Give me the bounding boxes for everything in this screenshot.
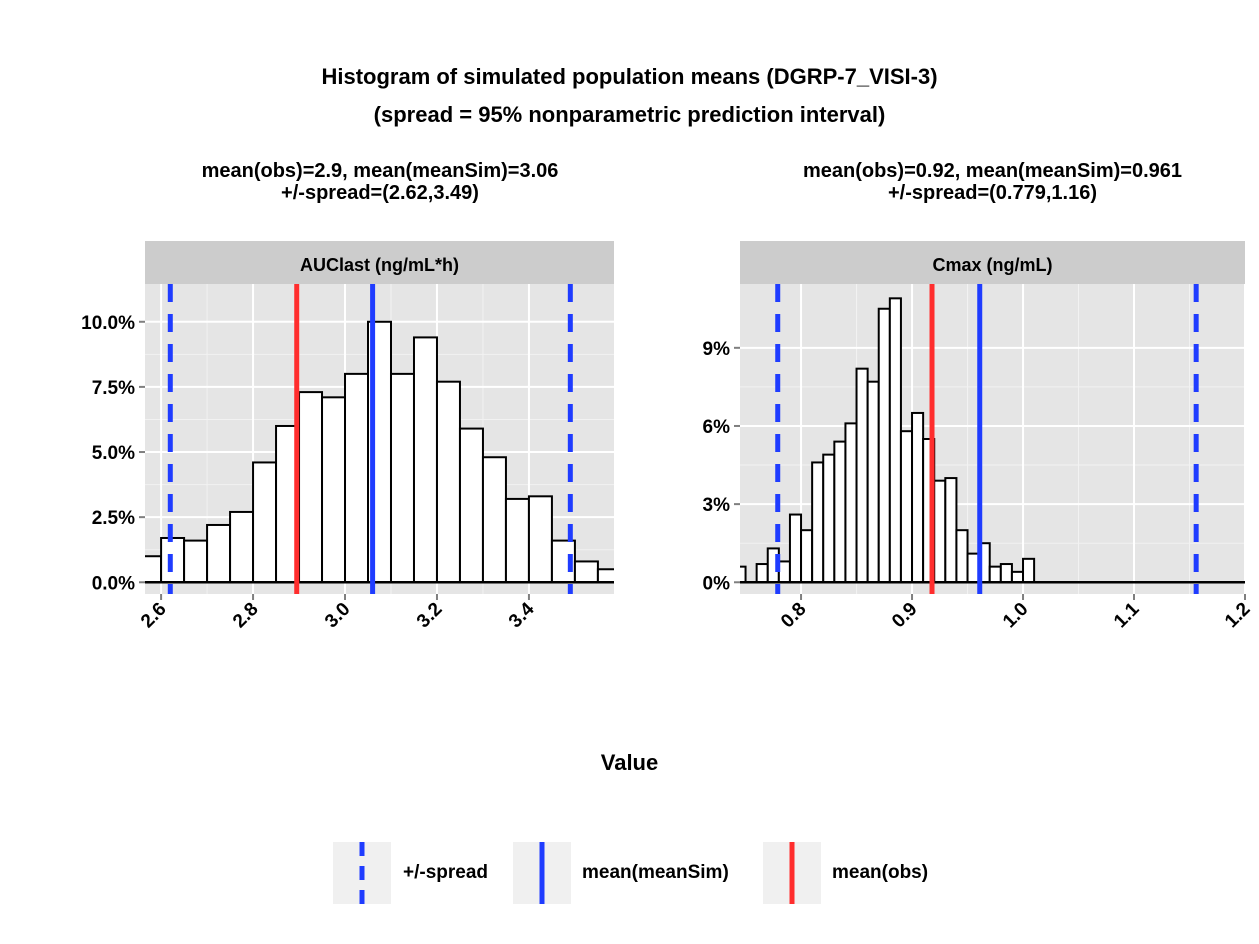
panel1-histogram-bar bbox=[145, 555, 163, 584]
panel1-x-tick-label: 2.8 bbox=[229, 599, 263, 633]
chart-title: Histogram of simulated population means … bbox=[321, 64, 938, 89]
panel2-y-tick-label: 9% bbox=[703, 339, 731, 360]
panel1-histogram-bar bbox=[527, 495, 553, 584]
panel2-histogram-bar bbox=[866, 380, 880, 584]
panel1-histogram-bar bbox=[389, 372, 415, 584]
panel1-y-tick-label: 7.5% bbox=[92, 378, 135, 399]
panel1-histogram-bar bbox=[321, 396, 347, 584]
panel2-x-tick-label: 1.2 bbox=[1221, 599, 1255, 633]
panel1-histogram-bar bbox=[481, 456, 507, 584]
panel2-x-tick-label: 1.0 bbox=[999, 599, 1033, 633]
panel2-histogram-bar bbox=[844, 422, 858, 584]
legend-key-meansim bbox=[513, 842, 571, 904]
panel1-y-tick-label: 10.0% bbox=[81, 313, 135, 334]
panel1-summary: mean(obs)=2.9, mean(meanSim)=3.06 +/-spr… bbox=[145, 160, 615, 204]
legend-key-spread bbox=[333, 842, 391, 904]
panel2-x-tick-label: 1.1 bbox=[1110, 598, 1144, 632]
panel2-histogram-bar bbox=[855, 367, 869, 584]
panel2-y-tick-label: 0% bbox=[703, 573, 731, 594]
panel1-histogram-bar bbox=[458, 427, 484, 584]
panel2-histogram-bar bbox=[955, 529, 969, 584]
panel1-histogram-bar bbox=[252, 461, 278, 584]
panel2-x-tick-label: 0.8 bbox=[777, 599, 811, 633]
panel1-summary-line2: +/-spread=(2.62,3.49) bbox=[281, 182, 479, 204]
x-axis-label: Value bbox=[600, 750, 659, 775]
panel1-strip-title: AUClast (ng/mL*h) bbox=[300, 255, 459, 275]
panel2-histogram-bar bbox=[1022, 557, 1036, 584]
panel2-summary-line1: mean(obs)=0.92, mean(meanSim)=0.961 bbox=[802, 160, 1183, 182]
panel2-strip bbox=[740, 241, 1245, 284]
legend-label-meansim: mean(meanSim) bbox=[582, 862, 729, 883]
legend-label-meanobs: mean(obs) bbox=[832, 862, 929, 883]
panel1-x-tick-label: 3.2 bbox=[413, 599, 447, 633]
legend-label-spread: +/-spread bbox=[403, 862, 489, 883]
panel2-histogram-bar bbox=[755, 563, 769, 584]
panel2-histogram-bar bbox=[800, 529, 814, 584]
panel2-histogram-bar bbox=[811, 461, 825, 584]
panel1-strip bbox=[145, 241, 614, 284]
panel2-histogram-bar bbox=[822, 453, 836, 584]
panel1-x-tick-label: 2.6 bbox=[137, 599, 171, 633]
panel2-histogram-bar bbox=[740, 565, 747, 584]
panel1-histogram-bar bbox=[412, 336, 438, 584]
panel2-histogram-bar bbox=[788, 513, 803, 584]
panel2-histogram-bar bbox=[988, 565, 1002, 584]
panel1-histogram-bar bbox=[504, 497, 530, 584]
panel1-histogram-bar bbox=[344, 372, 370, 584]
panel2-histogram-bar bbox=[777, 560, 791, 584]
panel1-y-tick-label: 5.0% bbox=[92, 443, 135, 464]
panel1-y-tick-label: 0.0% bbox=[92, 573, 135, 594]
panel2-y-tick-label: 3% bbox=[703, 495, 731, 516]
panel1-histogram-bar bbox=[573, 560, 599, 584]
panel2-histogram-bar bbox=[944, 477, 958, 584]
panel2-histogram-bar bbox=[999, 563, 1013, 584]
panel1-histogram-bar bbox=[596, 568, 614, 584]
panel1-y-tick-label: 2.5% bbox=[92, 508, 135, 529]
panel2-x-tick-label: 0.9 bbox=[888, 599, 922, 633]
panel2-histogram-bar bbox=[911, 411, 925, 584]
panel2-strip-title: Cmax (ng/mL) bbox=[932, 255, 1052, 275]
panel1-histogram-bar bbox=[435, 380, 461, 584]
panel2-y-tick-label: 6% bbox=[703, 417, 731, 438]
panel2-histogram-bar bbox=[1010, 570, 1025, 584]
panel2-histogram-bar bbox=[877, 307, 891, 584]
panel2-summary-line2: +/-spread=(0.779,1.16) bbox=[887, 182, 1097, 204]
chart-subtitle: (spread = 95% nonparametric prediction i… bbox=[373, 102, 886, 127]
legend-key-meanobs bbox=[763, 842, 821, 904]
panel1-summary-line1: mean(obs)=2.9, mean(meanSim)=3.06 bbox=[201, 160, 559, 182]
panel1-histogram-bar bbox=[298, 391, 324, 584]
panel2-histogram-bar bbox=[833, 440, 847, 584]
panel2-bars bbox=[740, 297, 1036, 584]
panel1-x-tick-label: 3.0 bbox=[321, 599, 355, 633]
panel2-summary: mean(obs)=0.92, mean(meanSim)=0.961 +/-s… bbox=[740, 160, 1245, 204]
panel1-histogram-bar bbox=[206, 523, 232, 584]
panel1-histogram-bar bbox=[229, 510, 255, 584]
panel1-histogram-bar bbox=[183, 539, 209, 584]
panel2-histogram-bar bbox=[899, 430, 914, 584]
panel2-histogram-bar bbox=[966, 552, 980, 584]
panel2-histogram-bar bbox=[888, 297, 902, 584]
panel2-histogram-bar bbox=[933, 479, 947, 584]
panel1-x-tick-label: 3.4 bbox=[505, 598, 539, 632]
